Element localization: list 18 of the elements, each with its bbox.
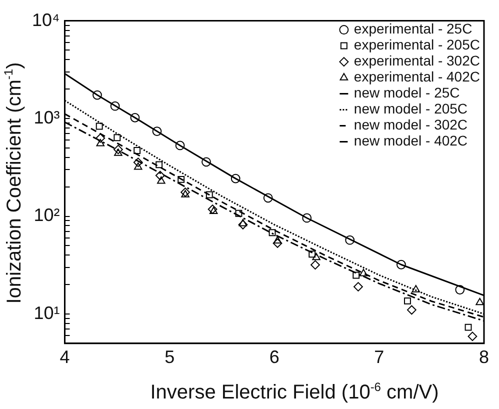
y-tick-label: 10¹	[34, 302, 60, 323]
x-tick-label: 5	[164, 347, 175, 368]
legend-label: experimental - 302C	[354, 52, 480, 69]
x-tick-label: 7	[374, 347, 384, 368]
legend-label: experimental - 25C	[354, 20, 472, 37]
x-tick-label: 6	[269, 347, 280, 368]
x-tick-label: 8	[478, 347, 489, 368]
y-tick-label: 10⁴	[32, 10, 60, 30]
legend-label: experimental - 402C	[354, 68, 480, 85]
x-tick-label: 4	[60, 347, 70, 368]
legend-label: new model - 205C	[354, 100, 468, 117]
y-tick-label: 10²	[34, 205, 60, 226]
legend-label: new model - 402C	[354, 132, 468, 149]
legend-label: experimental - 205C	[354, 36, 480, 53]
legend-label: new model - 25C	[354, 84, 460, 101]
x-axis-title: Inverse Electric Field (10$^{-6}$ cm/V)	[149, 380, 440, 405]
y-tick-label: 10³	[34, 107, 60, 128]
legend-label: new model - 302C	[354, 116, 468, 133]
